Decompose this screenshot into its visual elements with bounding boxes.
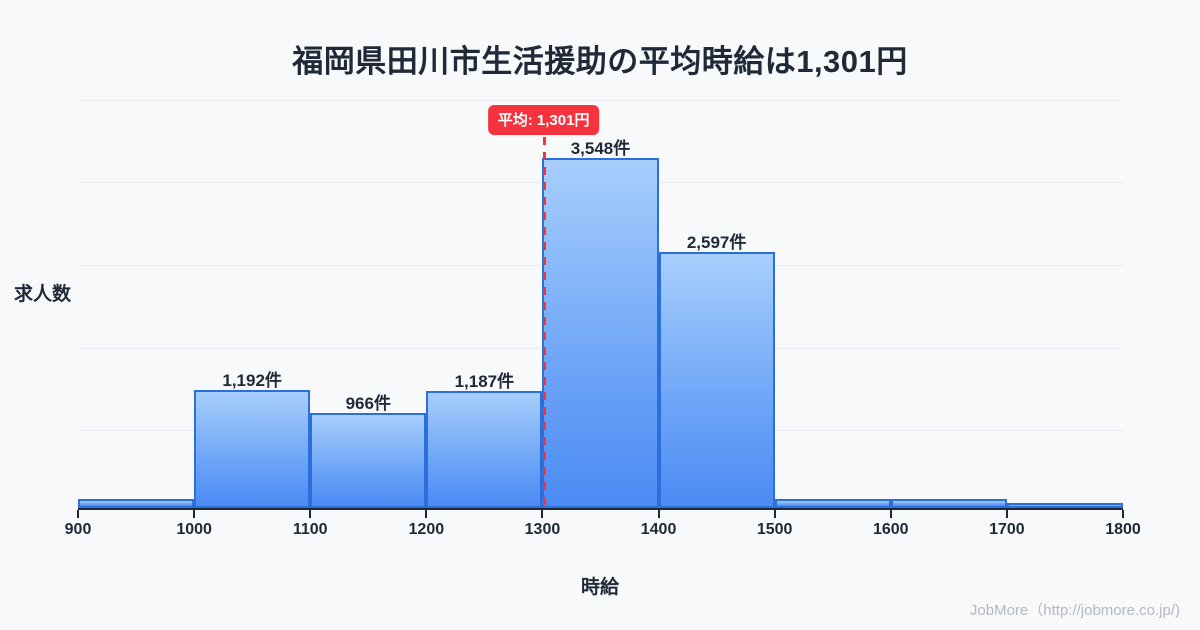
- x-tick-label: 1600: [872, 521, 909, 538]
- bar-value-label: 1,192件: [222, 371, 282, 391]
- bar-bin-1500-1600: [774, 498, 891, 508]
- bar-bin-1700-1800: [1006, 503, 1123, 508]
- bar-bin-1400-1500: [658, 251, 775, 508]
- x-tick: [889, 510, 892, 518]
- x-tick: [309, 510, 312, 518]
- x-tick: [77, 510, 79, 518]
- page-title: 福岡県田川市生活援助の平均時給は1,301円: [292, 44, 908, 79]
- bar-value-label: 1,187件: [454, 371, 515, 391]
- x-tick-label: 1000: [176, 521, 212, 538]
- bar-value-label: 2,597件: [686, 232, 747, 252]
- x-tick-label: 900: [64, 521, 92, 538]
- bar-bin-900-1000: [78, 498, 195, 508]
- average-line-marker: [542, 137, 546, 508]
- x-tick: [1122, 510, 1124, 518]
- x-tick: [425, 510, 428, 518]
- gridline: [78, 100, 1123, 101]
- bar-bin-1300-1400: [542, 157, 659, 508]
- x-tick: [193, 510, 196, 518]
- x-tick-label: 1300: [524, 521, 561, 538]
- x-tick: [1005, 510, 1008, 518]
- bar-value-label: 966件: [345, 393, 391, 413]
- x-tick: [773, 510, 776, 518]
- x-tick-label: 1700: [989, 521, 1025, 538]
- bar-bin-1000-1100: [194, 390, 311, 508]
- x-tick-label: 1500: [756, 521, 793, 538]
- footer-credit: JobMore（http://jobmore.co.jp/): [969, 602, 1180, 619]
- average-badge: 平均: 1,301円: [487, 105, 600, 135]
- x-axis-line: [78, 508, 1123, 510]
- x-axis-title: 時給: [580, 577, 619, 598]
- x-tick-label: 1200: [408, 521, 445, 538]
- bar-bin-1600-1700: [890, 499, 1007, 508]
- x-tick: [657, 510, 660, 518]
- x-tick-label: 1400: [640, 521, 677, 538]
- y-axis-title: 求人数: [14, 284, 72, 305]
- bar-bin-1100-1200: [310, 412, 427, 508]
- bar-bin-1200-1300: [426, 390, 543, 508]
- bar-value-label: 3,548件: [570, 138, 631, 158]
- x-tick: [541, 510, 544, 518]
- x-tick-label: 1100: [292, 521, 328, 538]
- x-tick-label: 1800: [1105, 521, 1141, 538]
